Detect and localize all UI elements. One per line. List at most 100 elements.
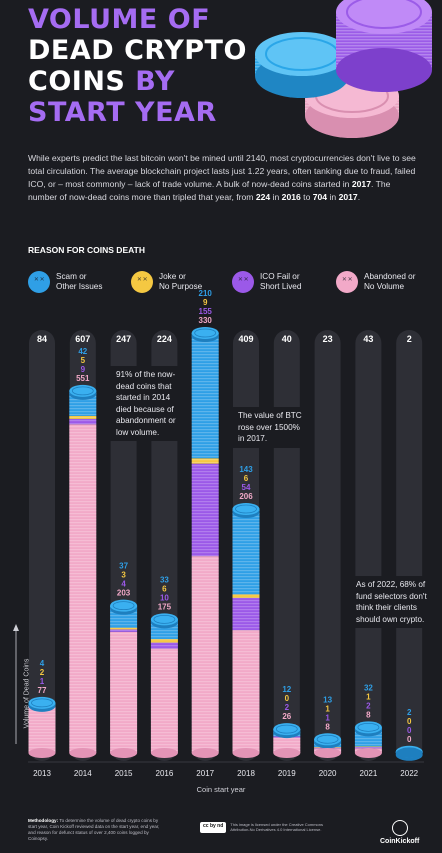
bar-segment-texture bbox=[150, 642, 178, 649]
note-2022: As of 2022, 68% of fund selectors don't … bbox=[350, 576, 434, 628]
bar-base-coin bbox=[28, 748, 56, 758]
intro-text: . The number of now-dead coins more than… bbox=[28, 179, 391, 202]
value-label: 26 bbox=[282, 712, 291, 721]
bar-segment-texture bbox=[110, 631, 138, 753]
x-tick-label: 2014 bbox=[74, 769, 92, 778]
bar-segment-texture bbox=[150, 639, 178, 643]
bar-cap-rim bbox=[357, 722, 380, 732]
intro-text: While experts predict the last bitcoin w… bbox=[28, 153, 416, 189]
value-label: 13 bbox=[323, 695, 332, 704]
total-label: 247 bbox=[116, 334, 131, 344]
value-label: 5 bbox=[81, 356, 86, 365]
stacked-coin-chart: 8477124201360755195422014247203433720152… bbox=[13, 289, 424, 778]
total-label: 23 bbox=[323, 334, 333, 344]
value-label: 551 bbox=[76, 374, 90, 383]
value-label: 330 bbox=[199, 316, 213, 325]
bar-segment-texture bbox=[191, 556, 219, 753]
total-label: 40 bbox=[282, 334, 292, 344]
bar-base-coin bbox=[191, 748, 219, 758]
value-label: 2 bbox=[366, 701, 371, 710]
bar-cap-rim bbox=[275, 724, 298, 734]
value-label: 210 bbox=[199, 289, 213, 298]
total-label: 224 bbox=[157, 334, 172, 344]
value-label: 2 bbox=[40, 668, 45, 677]
bar-cap-rim bbox=[194, 328, 217, 338]
x-tick-label: 2015 bbox=[115, 769, 133, 778]
value-label: 33 bbox=[160, 575, 169, 584]
x-tick-label: 2019 bbox=[278, 769, 296, 778]
bar-base-coin bbox=[314, 748, 342, 758]
value-label: 42 bbox=[78, 347, 87, 356]
dead-coin-yellow-icon bbox=[131, 271, 153, 293]
methodology-note: Methodology: To determine the volume of … bbox=[28, 818, 168, 842]
value-label: 4 bbox=[40, 659, 45, 668]
intro-text: in bbox=[270, 192, 282, 202]
value-label: 2 bbox=[285, 703, 290, 712]
bar-base-coin bbox=[273, 748, 301, 758]
value-label: 4 bbox=[121, 580, 126, 589]
bar-segment-texture bbox=[110, 629, 138, 632]
bar-segment-texture bbox=[232, 597, 260, 631]
value-label: 9 bbox=[203, 298, 208, 307]
bar-segment-texture bbox=[354, 747, 382, 749]
total-label: 2 bbox=[407, 334, 412, 344]
value-label: 2 bbox=[407, 708, 412, 717]
coin-stack-illustration bbox=[255, 0, 432, 138]
bar-cap-rim bbox=[153, 614, 176, 624]
x-tick-label: 2018 bbox=[237, 769, 255, 778]
coin-illustration-purple bbox=[336, 0, 432, 92]
value-label: 12 bbox=[282, 685, 291, 694]
intro-bold: 2017 bbox=[351, 179, 371, 189]
intro-bold: 2017 bbox=[338, 192, 358, 202]
bar-segment-texture bbox=[232, 508, 260, 595]
value-label: 0 bbox=[285, 694, 290, 703]
x-tick-label: 2021 bbox=[360, 769, 378, 778]
title-line-1: VOLUME OF bbox=[28, 4, 211, 35]
bar-segment-texture bbox=[191, 333, 219, 459]
value-label: 10 bbox=[160, 593, 169, 602]
bar-cap-rim bbox=[71, 386, 94, 396]
bar-lane bbox=[29, 330, 55, 761]
methodology-label: Methodology: bbox=[28, 818, 59, 823]
intro-paragraph: While experts predict the last bitcoin w… bbox=[28, 152, 420, 204]
value-label: 155 bbox=[199, 307, 213, 316]
legend-item-scam: Scam or Other Issues bbox=[28, 271, 102, 293]
value-label: 1 bbox=[40, 677, 45, 686]
value-label: 1 bbox=[325, 713, 330, 722]
dead-coin-pink-icon bbox=[336, 271, 358, 293]
bar-cap-rim bbox=[235, 504, 257, 514]
intro-bold: 2016 bbox=[281, 192, 301, 202]
x-tick-label: 2020 bbox=[319, 769, 337, 778]
bar-segment-texture bbox=[69, 424, 97, 753]
dead-coin-purple-icon bbox=[232, 271, 254, 293]
intro-text: . bbox=[357, 192, 361, 202]
intro-text: to bbox=[300, 192, 313, 202]
value-label: 6 bbox=[162, 584, 167, 593]
bar-cap-rim bbox=[112, 601, 135, 611]
bar-segment-texture bbox=[69, 418, 97, 425]
value-label: 143 bbox=[239, 465, 253, 474]
value-label: 1 bbox=[366, 692, 371, 701]
legend-label: ICO Fail or Short Lived bbox=[260, 272, 302, 291]
bar-segment-texture bbox=[150, 648, 178, 753]
note-2017: The value of BTC rose over 1500% in 2017… bbox=[232, 407, 312, 448]
legend-item-joke: Joke or No Purpose bbox=[131, 271, 202, 293]
total-label: 409 bbox=[238, 334, 253, 344]
value-label: 0 bbox=[407, 735, 412, 744]
bar-segment-texture bbox=[191, 463, 219, 557]
bar-base-coin bbox=[110, 748, 138, 758]
value-label: 175 bbox=[158, 602, 172, 611]
x-tick-label: 2016 bbox=[156, 769, 174, 778]
title-line-4: START YEAR bbox=[28, 97, 217, 128]
value-label: 54 bbox=[242, 483, 251, 492]
bar-segment-texture bbox=[110, 627, 138, 630]
x-tick-label: 2017 bbox=[196, 769, 214, 778]
bar-base-coin bbox=[395, 748, 423, 758]
bar-segment-texture bbox=[28, 707, 56, 753]
license-note: cc by nd This image is licensed under th… bbox=[200, 822, 330, 833]
license-text: This image is licensed under the Creativ… bbox=[230, 822, 324, 832]
bar-cap-rim bbox=[31, 698, 53, 708]
value-label: 1 bbox=[325, 704, 330, 713]
bar-segment-texture bbox=[191, 458, 219, 464]
title-line-2: DEAD CRYPTO bbox=[28, 35, 247, 66]
